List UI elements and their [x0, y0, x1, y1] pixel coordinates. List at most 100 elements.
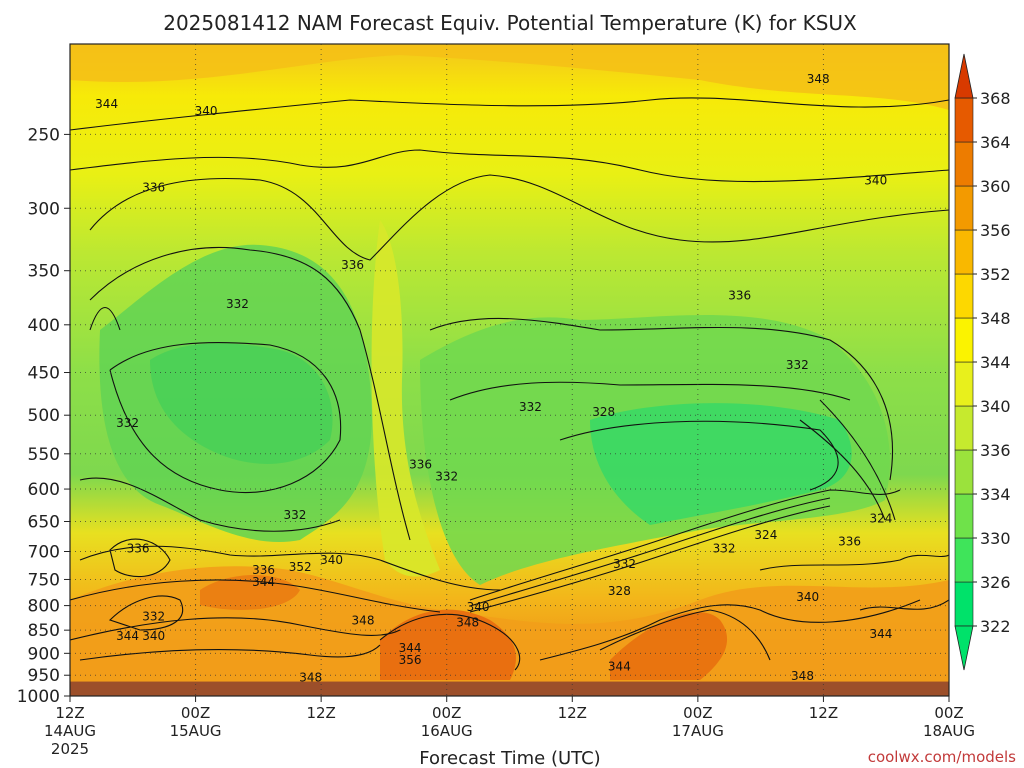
contour-label: 332: [142, 610, 165, 624]
contour-line: [70, 149, 949, 183]
colorbar-tick-label: 322: [980, 617, 1011, 636]
contour-line: [379, 613, 521, 671]
contour-line: [70, 97, 949, 131]
colorbar-tick-label: 368: [980, 89, 1011, 108]
colorbar: 322 326 330 334 336 340 344 348 352 356 360 364 368: [954, 53, 1011, 671]
contour-label: 336: [341, 258, 364, 272]
contour-line: [469, 489, 901, 601]
colorbar-tick-label: 352: [980, 265, 1011, 284]
contour-label: 328: [608, 584, 631, 598]
contour-label: 340: [796, 590, 819, 604]
colorbar-tick-label: 344: [980, 353, 1011, 372]
x-tick-label: 18AUG: [923, 722, 975, 740]
hot-core-3: [200, 575, 300, 610]
contour-label: 336: [252, 563, 275, 577]
contour-label: 340: [864, 173, 887, 187]
yellow-tongue: [371, 220, 440, 577]
contours: [70, 97, 949, 671]
x-tick-label: 00Z: [934, 704, 963, 722]
colorbar-segment: [954, 361, 974, 407]
contour-label: 324: [754, 528, 777, 542]
contour-label: 336: [838, 535, 861, 549]
y-tick-label: 750: [28, 570, 60, 590]
contour-label: 336: [127, 542, 150, 556]
x-tick-label: 12Z: [809, 704, 838, 722]
contour-label: 336: [728, 288, 751, 302]
colorbar-segment: [954, 537, 974, 583]
y-tick-label: 300: [28, 199, 60, 219]
contour-label: 348: [352, 614, 375, 628]
green-region-east-core: [590, 403, 852, 525]
contour-line: [108, 595, 183, 631]
contour-label: 340: [467, 600, 490, 614]
contour-line: [539, 599, 921, 661]
colorbar-bottom-arrow: [954, 625, 974, 671]
colorbar-segment: [954, 449, 974, 495]
x-tick-label: 12Z: [306, 704, 335, 722]
grid-lines: [70, 44, 949, 696]
colorbar-segment: [954, 141, 974, 187]
colorbar-segment: [954, 273, 974, 319]
y-tick-label: 950: [28, 666, 60, 686]
y-tick-label: 1000: [17, 687, 60, 707]
contour-line: [79, 644, 381, 661]
y-tick-label: 700: [28, 543, 60, 563]
contour-line: [859, 599, 949, 611]
colorbar-segment: [954, 185, 974, 231]
contour-label: 344: [252, 575, 275, 589]
contour-line: [429, 317, 893, 481]
colorbar-segment: [954, 581, 974, 627]
colorbar-segment: [954, 317, 974, 363]
y-tick-label: 250: [28, 125, 60, 145]
contour-label: 344: [116, 629, 139, 643]
y-tick-label: 800: [28, 597, 60, 617]
x-tick-label: 2025: [51, 740, 89, 758]
contour-label: 328: [592, 405, 615, 419]
contour-line: [559, 420, 839, 491]
y-tick-label: 550: [28, 445, 60, 465]
contour-line: [819, 399, 896, 521]
contour-line: [89, 307, 121, 331]
contour-label: 344: [870, 627, 893, 641]
contour-line: [799, 419, 886, 521]
contour-line: [70, 617, 401, 641]
colorbar-tick-label: 356: [980, 221, 1011, 240]
contour-line: [469, 497, 831, 607]
contour-line: [599, 609, 771, 661]
contour-line: [89, 246, 411, 541]
credit-text: coolwx.com/models: [868, 748, 1016, 766]
y-tick-label: 400: [28, 316, 60, 336]
x-tick-label: 12Z: [55, 704, 84, 722]
contour-line: [79, 545, 501, 591]
contour-label: 332: [435, 470, 458, 484]
contour-label: 344: [95, 97, 118, 111]
colorbar-segment: [954, 405, 974, 451]
field-patches: [70, 44, 949, 696]
contour-line: [109, 538, 171, 578]
y-tick-label: 650: [28, 512, 60, 532]
colorbar-segment: [954, 493, 974, 539]
top-orange-band: [70, 44, 949, 110]
contour-label: 332: [116, 416, 139, 430]
contour-label: 348: [299, 670, 322, 684]
contour-label: 332: [786, 358, 809, 372]
contour-label: 332: [613, 557, 636, 571]
plot-frame: [69, 43, 950, 697]
x-tick-label: 16AUG: [421, 722, 473, 740]
contour-line: [449, 381, 851, 401]
colorbar-tick-label: 334: [980, 485, 1011, 504]
contour-label: 340: [195, 104, 218, 118]
y-tick-label: 450: [28, 364, 60, 384]
contour-label: 356: [399, 653, 422, 667]
colorbar-segment: [954, 229, 974, 275]
contour-label: 324: [870, 511, 893, 525]
contour-label: 352: [289, 560, 312, 574]
y-tick-label: 850: [28, 621, 60, 641]
contour-label: 340: [142, 629, 165, 643]
x-tick-label: 00Z: [181, 704, 210, 722]
y-tick-label: 500: [28, 406, 60, 426]
contour-line: [70, 579, 441, 613]
